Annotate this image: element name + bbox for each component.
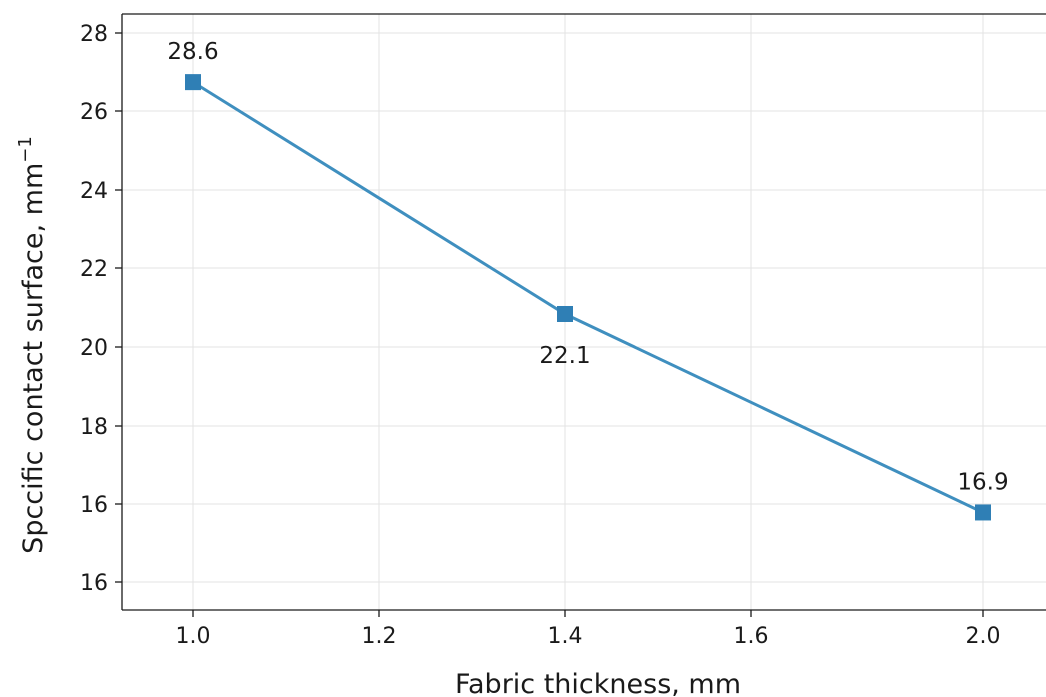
y-tick-label-4: 20 [80, 336, 108, 361]
y-tick-label-1: 26 [80, 100, 108, 125]
x-tick-label-1: 1.2 [362, 624, 397, 649]
y-axis-title: Spccific contact surface, mm−1 [15, 136, 49, 554]
data-series [185, 74, 991, 521]
y-tick-label-3: 22 [80, 257, 108, 282]
y-tick-label-0: 28 [80, 22, 108, 47]
y-axis-title-text: Spccific contact surface, mm [18, 163, 49, 554]
y-axis-title-superscript: −1 [15, 136, 36, 163]
y-tick-label-7: 16 [80, 571, 108, 596]
x-tick-label-0: 1.0 [176, 624, 211, 649]
gridlines [122, 14, 1046, 610]
y-tick-label-2: 24 [80, 179, 108, 204]
x-tick-label-3: 1.6 [734, 624, 769, 649]
data-label-0: 28.6 [167, 39, 218, 65]
y-tick-label-6: 16 [80, 493, 108, 518]
tick-labels: 1.0 1.2 1.4 1.6 2.0 28 26 24 22 20 18 16 16 [80, 22, 1001, 649]
data-labels: 28.6 22.1 16.9 [167, 39, 1008, 495]
data-point-0 [185, 74, 201, 91]
x-tick-label-2: 1.4 [548, 624, 583, 649]
x-axis-title: Fabric thickness, mm [455, 669, 741, 697]
data-point-2 [975, 504, 991, 521]
x-tick-label-4: 2.0 [966, 624, 1001, 649]
axes [115, 13, 1046, 617]
data-point-1 [557, 305, 573, 322]
data-label-2: 16.9 [957, 469, 1008, 495]
data-label-1: 22.1 [539, 343, 590, 369]
y-tick-label-5: 18 [80, 415, 108, 440]
